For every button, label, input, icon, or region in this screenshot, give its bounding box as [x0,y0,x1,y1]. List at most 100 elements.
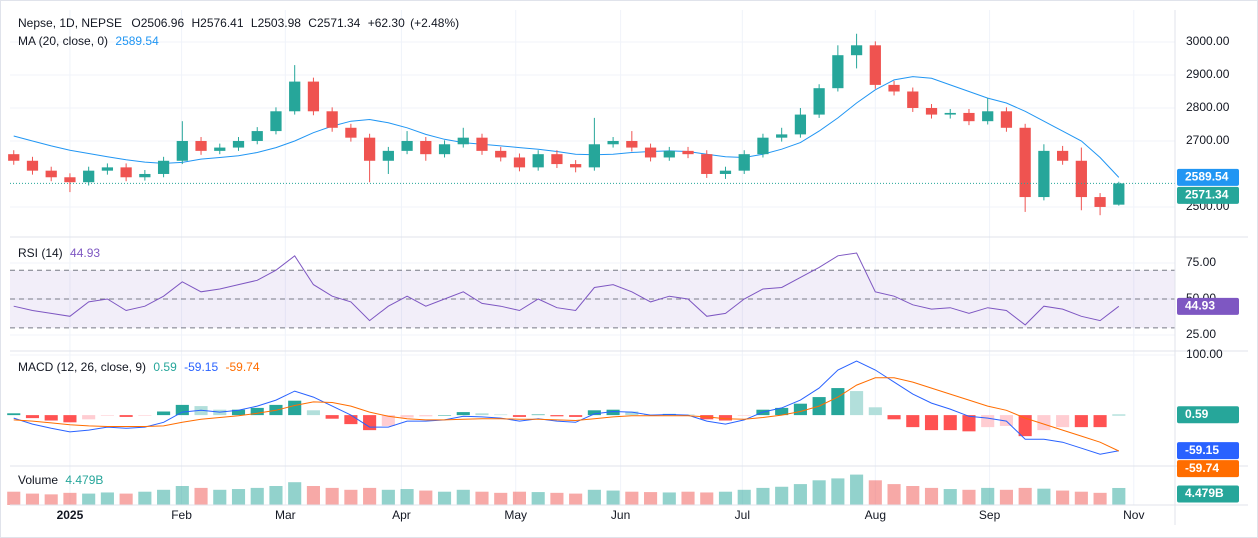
close-value: 2571.34 [317,16,361,30]
macd-histogram-bar [138,415,152,416]
candle-body [776,134,788,138]
volume-bar [44,494,58,505]
macd-histogram-bar [7,413,21,416]
candle-body [719,170,732,174]
macd-histogram-bar [718,415,733,421]
hist-value: 0.59 [153,360,177,374]
candle-body [794,114,807,135]
badge-label: 2571.34 [1185,188,1229,202]
candle-body [420,140,432,155]
volume-bar [887,484,901,505]
candle-body [8,154,20,161]
volume-bar [494,492,508,505]
high-value: 2576.41 [200,16,244,30]
x-tick-label: Jun [611,508,630,522]
badge-label: 4.479B [1185,486,1224,500]
candle-body [570,164,582,168]
candle-body [363,137,376,161]
candle-body [307,81,320,112]
macd-histogram-bar [119,415,133,417]
candle-body [626,140,638,148]
candle-body [588,144,600,168]
volume-bar [531,492,545,505]
volume-bar [962,489,976,505]
macd-histogram-bar [550,415,564,417]
candle-body [157,160,170,174]
candle-body [757,137,769,155]
volume-bar [662,492,676,505]
candle-body [513,157,526,168]
candle-body [195,140,207,151]
macd-histogram-bar [63,415,77,423]
macd-histogram-bar [587,410,601,416]
macd-histogram-bar [400,415,414,418]
candle-body [1000,111,1013,128]
macd-histogram-bar [793,403,807,416]
candle-body [345,127,357,138]
symbol: Nepse, 1D, NEPSE [18,16,122,30]
y-tick-label: 2700.00 [1186,133,1230,147]
y-tick-label: 3000.00 [1186,34,1230,48]
volume-bar [25,493,40,505]
open-label: O [131,16,140,30]
candle-body [869,45,881,85]
signal-line [13,377,1120,452]
candle-body [944,112,956,115]
volume-bar [400,489,414,505]
macd-histogram-bar [419,415,433,417]
volume-bar [606,490,620,505]
rsi-band [10,270,1175,328]
low-label: L [251,16,258,30]
candle-body [270,111,282,132]
volume-bar [681,491,695,505]
price-badge [1177,297,1239,315]
candle-body [1075,160,1087,198]
rsi-legend: RSI (14) 44.93 [18,246,100,260]
macd-histogram-bar [868,407,882,416]
x-tick-label: Nov [1123,508,1144,522]
macd-histogram-bar [1018,415,1032,437]
x-tick-label: Jul [735,508,750,522]
volume-bar [700,492,714,505]
macd-histogram-bar [924,415,939,431]
volume-bar [1018,487,1032,505]
volume-bar [924,487,939,505]
macd-line [13,360,1119,455]
macd-histogram-bar [512,415,527,417]
rsi-value: 44.93 [70,246,100,260]
volume-bar [981,487,995,505]
macd-histogram-bar [999,415,1013,426]
candle-body [326,111,338,128]
volume-bar [194,487,208,505]
badge-label: -59.74 [1185,461,1219,475]
y-tick-label: 2900.00 [1186,67,1230,81]
candle-body [101,167,114,171]
candle-body [139,173,151,178]
volume-name: Volume [18,473,58,487]
macd-histogram-bar [1093,415,1107,428]
candle-body [888,84,900,92]
volume-bar [569,493,583,505]
volume-bar [868,480,882,505]
candle-body [701,154,713,174]
candle-body [232,140,245,148]
volume-bar [63,492,77,505]
macd-histogram-bar [288,400,302,416]
macd-histogram-bar [363,415,377,431]
volume-bar [157,489,171,505]
candle-body [644,147,657,158]
ma-name: MA (20, close, 0) [18,34,108,48]
candle-body [120,167,132,178]
price-badge [1177,442,1239,460]
marks [7,33,1175,505]
volume-bar [213,489,227,505]
rsi-name: RSI (14) [18,246,63,260]
macd-histogram-bar [100,415,114,416]
candle-body [832,55,844,89]
candle-body [26,160,39,171]
volume-bar [437,491,452,505]
candle-body [438,144,451,155]
volume-bar [775,486,789,505]
